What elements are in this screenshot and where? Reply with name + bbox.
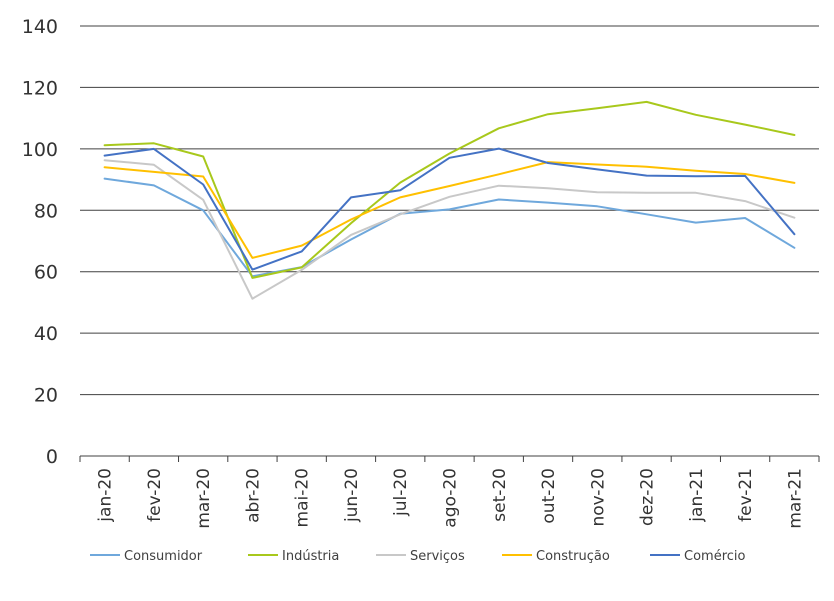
x-tick-label: ago-20 (441, 468, 461, 528)
x-tick-label: abr-20 (243, 468, 263, 523)
x-tick-label: fev-21 (736, 468, 756, 522)
series-line-servicos (103, 159, 796, 300)
series-line-comercio (103, 147, 796, 271)
x-tick-label: mai-20 (293, 468, 313, 527)
x-tick-label: jan-20 (96, 468, 116, 523)
x-tick-label: set-20 (490, 468, 510, 522)
series-line-industria (103, 100, 796, 279)
y-tick-label: 100 (22, 139, 58, 161)
x-axis: jan-20 fev-20 mar-20 abr-20 mai-20 jun-20 jul-… (79, 455, 820, 529)
y-tick-label: 20 (34, 385, 58, 407)
y-tick-label: 120 (22, 77, 58, 99)
y-tick-label: 80 (34, 200, 58, 222)
x-tick-label: fev-20 (145, 468, 165, 522)
legend-label: Serviços (410, 549, 465, 564)
y-tick-label: 60 (34, 262, 58, 284)
x-tick-label: jan-21 (687, 468, 707, 523)
x-tick-label: dez-20 (638, 468, 658, 526)
series-line-construcao (103, 161, 796, 259)
x-tick-label: jul-20 (391, 468, 411, 517)
y-axis: 0 20 40 60 80 100 120 140 (22, 16, 58, 468)
x-tick-label: jun-20 (342, 468, 362, 523)
x-tick-label: out-20 (539, 468, 559, 524)
series-lines (103, 100, 796, 300)
y-tick-label: 0 (46, 446, 58, 468)
x-tick-label: mar-20 (194, 468, 214, 529)
legend: Consumidor Indústria Serviços Construção Com… (90, 549, 746, 564)
legend-label: Comércio (684, 549, 746, 564)
x-tick-label: mar-21 (785, 468, 805, 529)
legend-label: Construção (536, 549, 610, 564)
y-tick-label: 40 (34, 323, 58, 345)
legend-label: Indústria (282, 549, 339, 564)
y-tick-label: 140 (22, 16, 58, 38)
legend-label: Consumidor (124, 549, 203, 564)
x-tick-label: nov-20 (588, 468, 608, 527)
